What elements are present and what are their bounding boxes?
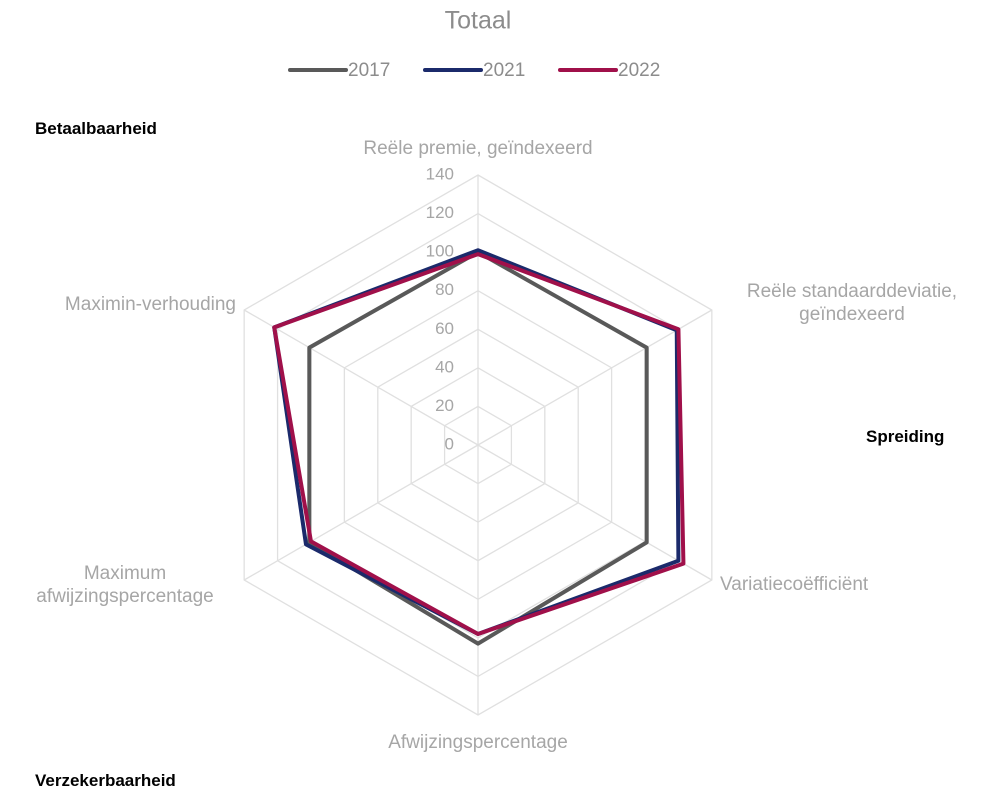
series-line bbox=[272, 252, 686, 636]
category-label: Maximin-verhouding bbox=[64, 294, 236, 315]
tick-label: 120 bbox=[426, 203, 454, 222]
annotation: Spreiding bbox=[866, 427, 945, 446]
category-label: Reële standaarddeviatie, geïndexeerd bbox=[746, 281, 958, 325]
tick-label: 100 bbox=[426, 242, 454, 261]
category-label: Afwijzingspercentage bbox=[388, 732, 568, 753]
legend-label: 2017 bbox=[348, 60, 390, 81]
chart-title: Totaal bbox=[445, 7, 512, 35]
spoke bbox=[243, 444, 479, 581]
series-line bbox=[307, 250, 649, 646]
legend-label: 2021 bbox=[483, 60, 525, 81]
tick-label: 0 bbox=[445, 434, 454, 453]
category-label: Maximum afwijzingspercentage bbox=[36, 563, 214, 607]
legend-label: 2022 bbox=[618, 60, 660, 81]
annotation: Verzekerbaarheid bbox=[35, 771, 176, 790]
tick-label: 140 bbox=[426, 164, 454, 183]
tick-label: 20 bbox=[435, 396, 454, 415]
tick-label: 80 bbox=[435, 280, 454, 299]
category-label: Reële premie, geïndexeerd bbox=[363, 138, 593, 159]
tick-label: 40 bbox=[435, 357, 454, 376]
tick-label: 60 bbox=[435, 319, 454, 338]
annotation: Betaalbaarheid bbox=[35, 119, 157, 138]
spoke bbox=[477, 444, 713, 581]
category-label: Variatiecoëfficiënt bbox=[720, 574, 869, 595]
spoke bbox=[477, 309, 713, 446]
spoke bbox=[243, 309, 479, 446]
